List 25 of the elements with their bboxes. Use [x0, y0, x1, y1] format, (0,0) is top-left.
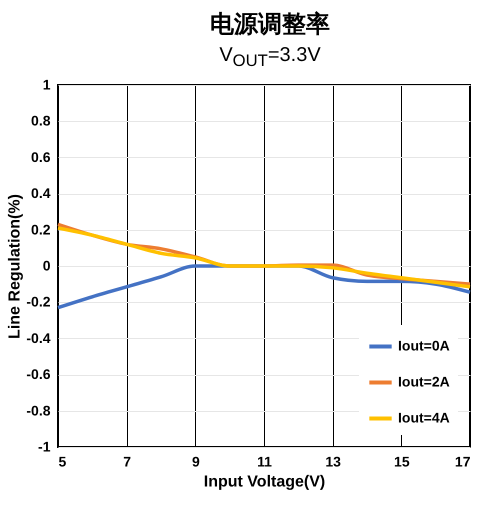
x-tick-label: 13 — [325, 454, 342, 470]
y-tick-label: -0.8 — [26, 402, 51, 418]
chart-subtitle: V$_{OUT}$=3.3V — [218, 44, 322, 71]
x-tick-label: 11 — [257, 454, 272, 470]
y-tick-label: -1 — [38, 438, 51, 454]
y-tick-label: 0.4 — [31, 185, 51, 202]
y-tick-label: 0.2 — [31, 221, 51, 238]
y-tick-label: -0.4 — [26, 330, 51, 346]
legend-label: Iout=0A — [398, 338, 450, 354]
x-tick-label: 17 — [454, 454, 471, 470]
x-tick-label: 9 — [192, 454, 200, 470]
y-tick-label: 0 — [42, 258, 51, 274]
legend-label: Iout=2A — [398, 374, 450, 390]
chart-title: 电源调整率 — [209, 9, 331, 40]
x-tick-label: 5 — [58, 454, 66, 470]
y-axis-title: Line Regulation(%) — [6, 194, 24, 339]
y-tick-label: 0.8 — [31, 112, 51, 129]
x-tick-label: 15 — [394, 454, 410, 470]
y-tick-label: -0.6 — [26, 366, 51, 382]
y-tick-label: 0.6 — [31, 148, 51, 165]
x-axis-title: Input Voltage(V) — [204, 474, 326, 490]
y-tick-label: 1 — [42, 76, 51, 92]
legend-label: Iout=4A — [398, 410, 450, 426]
x-tick-label: 7 — [123, 454, 132, 470]
y-tick-label: -0.2 — [26, 294, 51, 310]
